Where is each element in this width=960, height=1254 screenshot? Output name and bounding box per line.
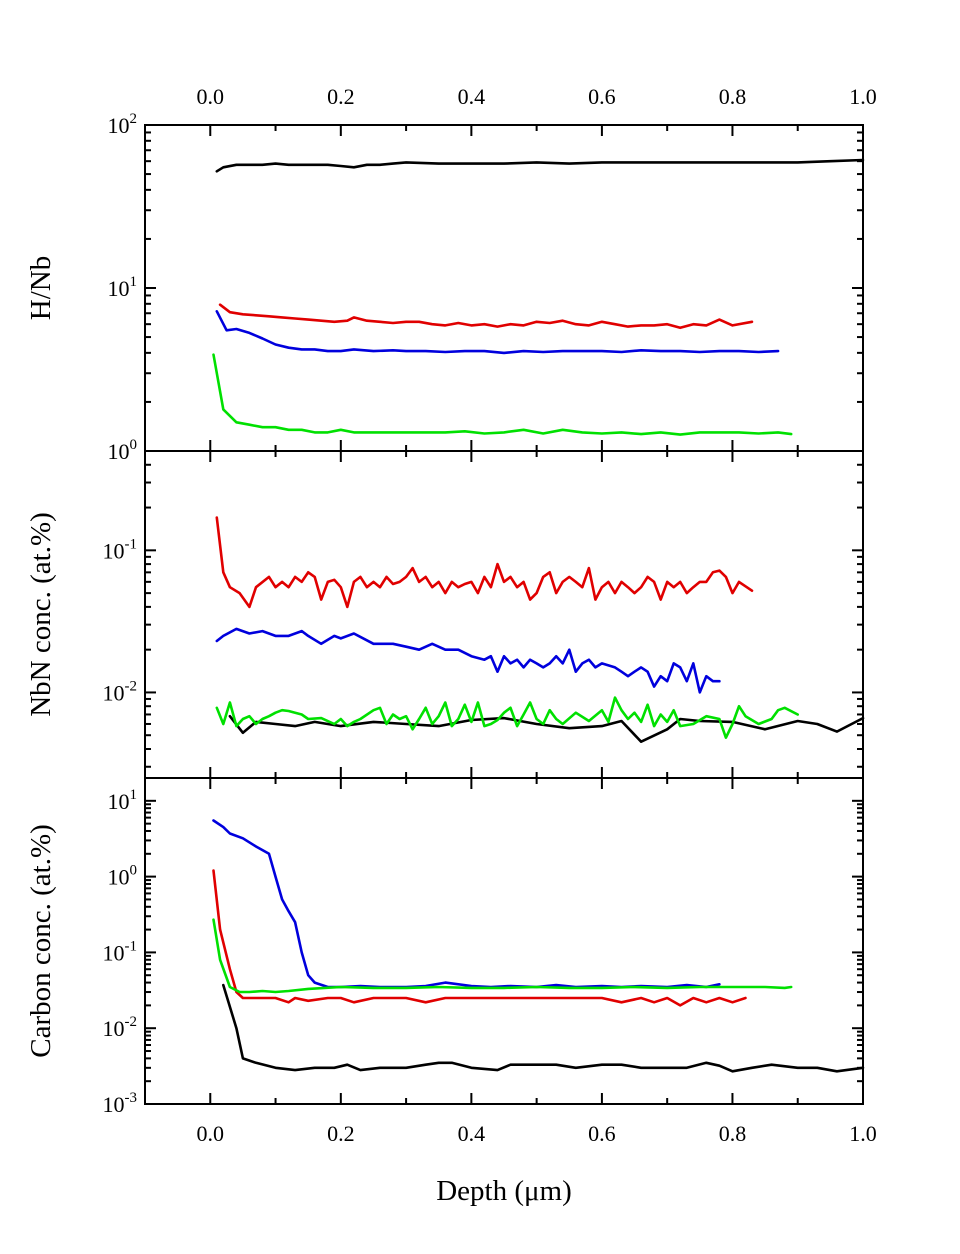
x-tick-label-top: 0.0 xyxy=(197,84,225,109)
data-series xyxy=(212,158,865,1073)
series-line-hnb-green xyxy=(212,353,793,436)
series-line-carbon-green xyxy=(212,918,793,994)
x-tick-label-top: 0.8 xyxy=(719,84,747,109)
y-tick-base: 10 xyxy=(108,113,130,138)
y-tick-base: 10 xyxy=(103,1092,125,1117)
y-tick-label: 10-2 xyxy=(103,1014,138,1041)
y-axis-title-carbon: Carbon conc. (at.%) xyxy=(25,824,57,1058)
x-tick-label-bottom: 0.6 xyxy=(588,1121,616,1146)
y-tick-exponent: 2 xyxy=(130,111,138,127)
x-tick-label-top: 0.4 xyxy=(458,84,486,109)
y-tick-exponent: -1 xyxy=(125,536,138,552)
y-tick-label: 100 xyxy=(108,863,138,890)
panel-frame-carbon xyxy=(144,777,864,1105)
y-tick-base: 10 xyxy=(108,865,130,890)
x-tick-label-top: 0.6 xyxy=(588,84,616,109)
y-tick-base: 10 xyxy=(103,1016,125,1041)
y-tick-exponent: -2 xyxy=(125,1014,138,1030)
series-line-nbn-black xyxy=(228,714,865,744)
y-tick-label: 10-3 xyxy=(103,1090,138,1117)
series-line-carbon-red xyxy=(212,869,747,1007)
y-tick-label: 102 xyxy=(108,111,138,138)
x-tick-label-bottom: 0.0 xyxy=(197,1121,225,1146)
y-tick-base: 10 xyxy=(103,538,125,563)
y-tick-exponent: -3 xyxy=(125,1090,138,1106)
y-tick-base: 10 xyxy=(103,680,125,705)
y-tick-label: 100 xyxy=(108,437,138,464)
y-tick-base: 10 xyxy=(103,940,125,965)
y-tick-label: 101 xyxy=(108,274,138,301)
x-axis-title: Depth (μm) xyxy=(436,1175,572,1207)
axis-ticks xyxy=(144,124,864,1105)
x-tick-label-bottom: 0.2 xyxy=(327,1121,355,1146)
y-tick-label: 10-1 xyxy=(103,938,138,965)
series-line-nbn-green xyxy=(215,696,800,740)
y-tick-base: 10 xyxy=(108,276,130,301)
y-tick-exponent: 1 xyxy=(130,787,138,803)
series-line-hnb-red xyxy=(218,303,754,330)
y-tick-exponent: -2 xyxy=(125,678,138,694)
panel-frames xyxy=(144,124,864,1105)
series-line-hnb-black xyxy=(215,158,865,173)
panel-frame-nbn xyxy=(144,450,864,779)
y-tick-exponent: 0 xyxy=(130,437,138,453)
y-axis-title-nbn: NbN conc. (at.%) xyxy=(25,512,57,717)
y-tick-exponent: -1 xyxy=(125,938,138,954)
series-line-carbon-black xyxy=(222,983,865,1073)
panel-frame-hnb xyxy=(144,124,864,452)
x-tick-label-bottom: 0.8 xyxy=(719,1121,747,1146)
x-tick-label-bottom: 0.4 xyxy=(458,1121,486,1146)
y-tick-label: 10-1 xyxy=(103,536,138,563)
x-tick-label-bottom: 1.0 xyxy=(849,1121,877,1146)
y-tick-exponent: 0 xyxy=(130,863,138,879)
x-tick-label-top: 1.0 xyxy=(849,84,877,109)
series-line-nbn-red xyxy=(215,516,754,609)
y-axis-title-hnb: H/Nb xyxy=(25,256,57,320)
y-tick-base: 10 xyxy=(108,789,130,814)
y-tick-exponent: 1 xyxy=(130,274,138,290)
series-line-carbon-blue xyxy=(212,819,721,989)
y-tick-base: 10 xyxy=(108,439,130,464)
y-tick-label: 101 xyxy=(108,787,138,814)
x-tick-label-top: 0.2 xyxy=(327,84,355,109)
y-tick-label: 10-2 xyxy=(103,678,138,705)
series-line-nbn-blue xyxy=(215,627,721,694)
series-line-hnb-blue xyxy=(215,309,780,355)
